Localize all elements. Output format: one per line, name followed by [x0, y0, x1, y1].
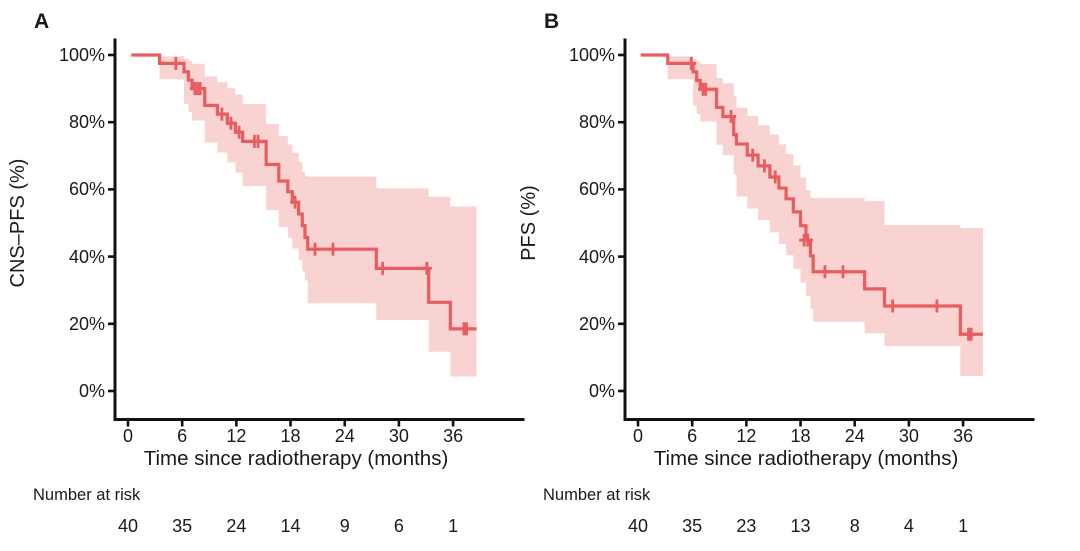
x-tick-label-a-30: 30: [388, 426, 409, 446]
x-tick-label-b-18: 18: [790, 426, 811, 446]
y-tick-label-b-0%: 0%: [588, 381, 615, 401]
risk-count-b-t30: 4: [903, 516, 914, 536]
x-tick-label-a-0: 0: [122, 426, 133, 446]
x-tick-label-b-12: 12: [736, 426, 757, 446]
y-tick-label-b-100%: 100%: [568, 45, 615, 65]
x-tick-label-a-6: 6: [177, 426, 188, 446]
axis-spine: [623, 38, 1035, 421]
x-tick-label-b-36: 36: [953, 426, 974, 446]
risk-count-b-t6: 35: [682, 516, 703, 536]
x-tick-label-b-30: 30: [898, 426, 919, 446]
ci-band-b: [667, 56, 983, 376]
risk-count-b-t0: 40: [627, 516, 649, 536]
km-curve-b: [640, 53, 983, 336]
risk-count-b-t12: 23: [736, 516, 757, 536]
panel-b-number-at-risk-label: Number at risk: [543, 486, 651, 504]
risk-count-b-t36: 1: [958, 516, 969, 536]
risk-count-a-t12: 24: [226, 516, 247, 536]
censor-marks-b: [686, 56, 977, 341]
panel-a-number-at-risk-label: Number at risk: [33, 486, 141, 504]
panel-b-label: B: [544, 10, 560, 33]
x-tick-label-a-36: 36: [443, 426, 464, 446]
x-tick-label-b-24: 24: [844, 426, 865, 446]
risk-count-a-t30: 6: [393, 516, 404, 536]
panel-b-x-axis-title: Time since radiotherapy (months): [653, 447, 959, 470]
axes-a: [108, 38, 525, 427]
x-tick-label-a-12: 12: [226, 426, 247, 446]
y-tick-label-a-20%: 20%: [68, 313, 105, 334]
y-tick-label-b-80%: 80%: [578, 112, 615, 133]
y-tick-label-b-60%: 60%: [578, 179, 615, 200]
y-tick-label-a-0%: 0%: [78, 381, 105, 401]
y-tick-label-a-80%: 80%: [68, 112, 105, 133]
y-tick-label-a-40%: 40%: [68, 246, 105, 267]
panel-b-y-axis-title: PFS (%): [518, 185, 540, 261]
x-tick-label-b-6: 6: [687, 426, 698, 446]
censor-marks-a: [170, 56, 472, 336]
risk-count-b-t18: 13: [790, 516, 811, 536]
x-tick-label-a-24: 24: [334, 426, 355, 446]
risk-count-a-t0: 40: [117, 516, 139, 536]
axis-spine: [113, 38, 525, 421]
x-tick-label-b-0: 0: [632, 426, 643, 446]
risk-count-a-t36: 1: [448, 516, 459, 536]
panel-a-x-axis-title: Time since radiotherapy (months): [143, 447, 449, 470]
risk-count-a-t18: 14: [280, 516, 301, 536]
risk-count-a-t24: 9: [339, 516, 350, 536]
y-tick-label-a-60%: 60%: [68, 179, 105, 200]
panel-a-label: A: [34, 10, 50, 33]
risk-count-b-t24: 8: [849, 516, 860, 536]
x-tick-label-a-18: 18: [280, 426, 301, 446]
risk-count-a-t6: 35: [172, 516, 193, 536]
y-tick-label-b-40%: 40%: [578, 246, 615, 267]
y-tick-label-b-20%: 20%: [578, 313, 615, 334]
panel-a-y-axis-title: CNS–PFS (%): [7, 158, 29, 288]
y-tick-label-a-100%: 100%: [58, 45, 105, 65]
axes-b: [618, 38, 1035, 427]
